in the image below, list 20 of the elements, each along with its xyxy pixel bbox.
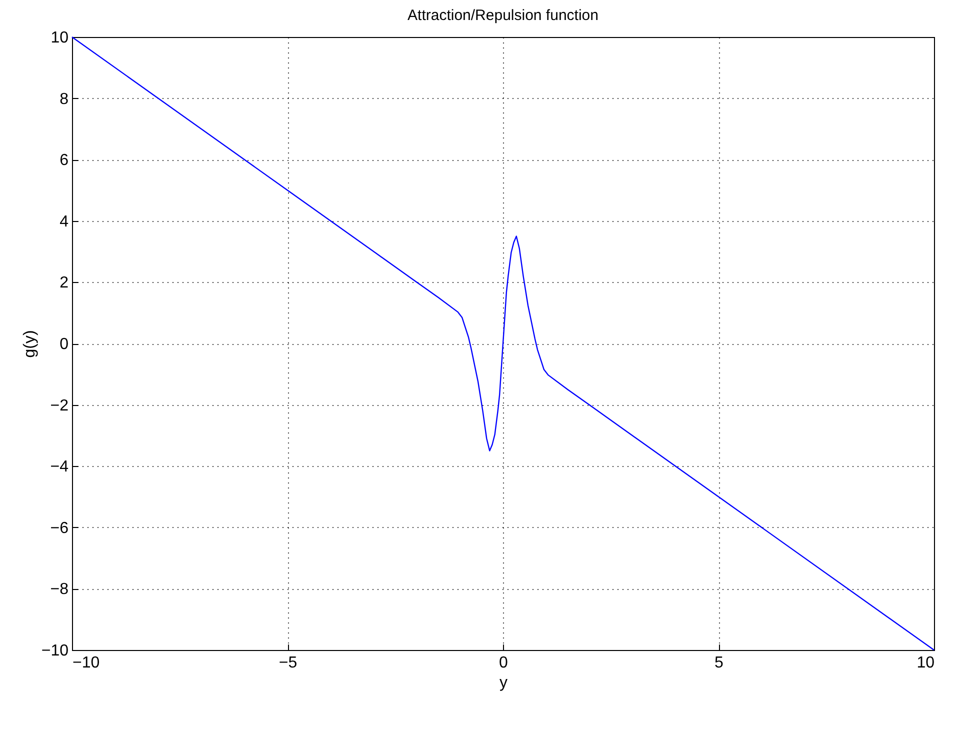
y-tick-label: 10 (50, 30, 69, 46)
x-tick-label: 5 (714, 654, 724, 672)
x-tick-label: 0 (499, 654, 508, 672)
y-tick-label: 2 (60, 274, 69, 292)
y-tick-label: 0 (60, 336, 69, 353)
y-tick-label: −6 (50, 520, 69, 537)
line-series (71, 36, 935, 651)
chart-title: Attraction/Repulsion function (408, 7, 598, 24)
y-tick-label: −4 (50, 458, 69, 476)
y-tick-label: −2 (50, 397, 69, 414)
y-tick-label: 6 (60, 152, 69, 170)
y-tick-label: −10 (41, 642, 69, 660)
y-axis-title: g(y) (21, 330, 38, 358)
x-axis-title: y (500, 674, 508, 692)
x-tick-label: −5 (278, 654, 298, 672)
x-tick-label: −10 (72, 654, 100, 672)
y-tick-label: 4 (60, 213, 69, 230)
x-tick-label: 10 (916, 654, 935, 672)
y-tick-label: 8 (60, 90, 69, 108)
y-tick-label: −8 (50, 581, 69, 598)
